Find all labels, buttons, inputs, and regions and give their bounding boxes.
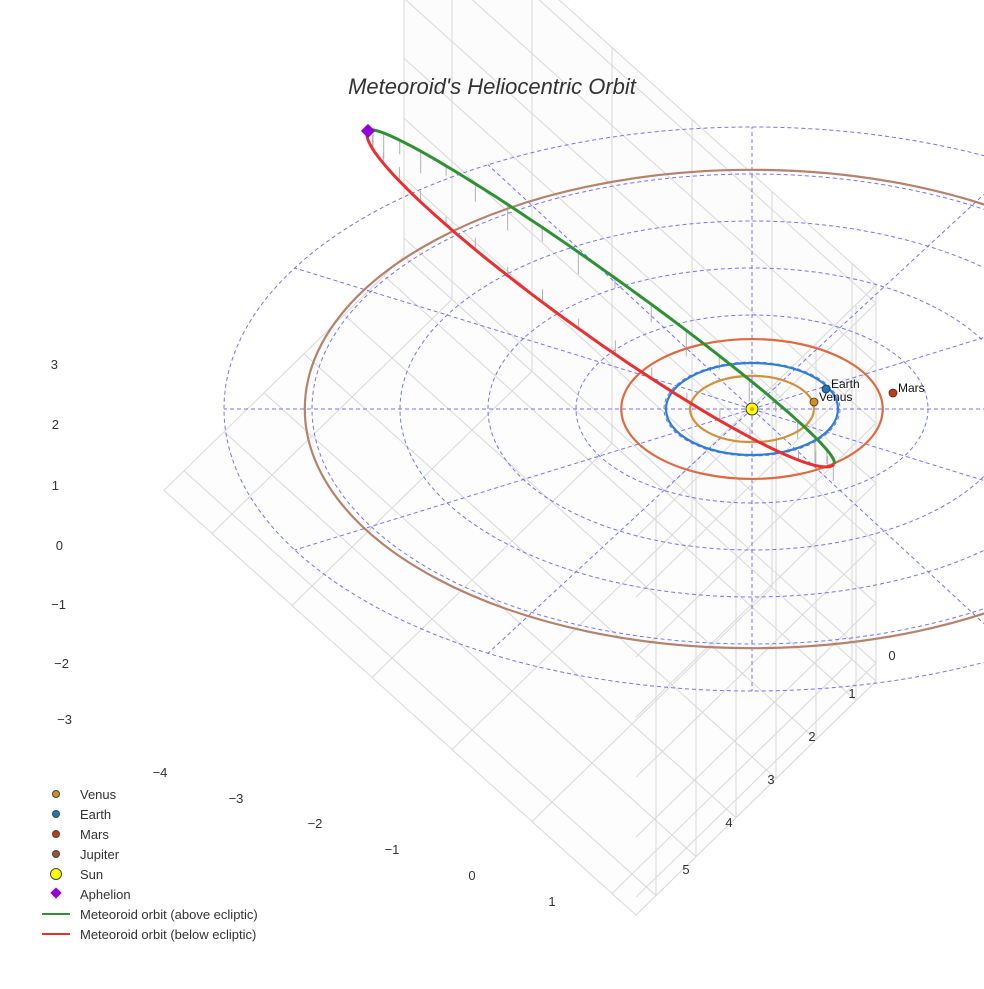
grid-line	[471, 0, 877, 364]
grid-line	[635, 542, 877, 778]
orbit-venus	[688, 374, 816, 444]
x-tick-label: −4	[153, 765, 168, 780]
y-tick-label: 0	[888, 648, 895, 663]
grid-line	[383, 275, 857, 701]
legend-swatch	[38, 844, 76, 864]
grid-line	[635, 482, 877, 718]
x-tick-label: −3	[229, 791, 244, 806]
z-tick-label: 3	[51, 357, 58, 372]
grid-line	[403, 177, 877, 604]
z-tick-label: 0	[56, 538, 63, 553]
grid-line	[635, 662, 877, 898]
x-tick-label: −1	[385, 842, 400, 857]
legend-diamond-icon	[50, 887, 62, 899]
grid-line	[371, 443, 613, 678]
y-tick-label: 5	[682, 862, 689, 877]
marker-earth	[821, 384, 831, 394]
legend-dot-icon	[50, 868, 62, 880]
legend-item: Mars	[38, 824, 258, 844]
floor-pane	[163, 255, 877, 916]
legend-label: Aphelion	[80, 886, 131, 902]
orbit-earth	[664, 361, 840, 457]
legend-item: Meteoroid orbit (above ecliptic)	[38, 904, 258, 924]
label-venus: Venus	[819, 390, 852, 404]
legend-dot-icon	[52, 830, 60, 838]
z-tick-label: 2	[52, 417, 59, 432]
grid-line	[538, 0, 877, 304]
label-earth: Earth	[831, 377, 860, 391]
meteoroid-orbit	[365, 128, 836, 469]
legend-label: Sun	[80, 866, 104, 882]
marker-mars	[888, 388, 898, 398]
legend-label: Venus	[80, 786, 117, 802]
y-tick-label: 2	[808, 729, 815, 744]
legend-label: Meteoroid orbit (above ecliptic)	[80, 906, 258, 922]
legend-item: Jupiter	[38, 844, 258, 864]
polar-spoke	[294, 267, 753, 410]
meteoroid-orbit-above	[367, 128, 836, 465]
sun-core	[750, 407, 754, 411]
axis-grid	[183, 0, 877, 898]
z-tick-label: −1	[51, 597, 66, 612]
orbit-mars	[620, 337, 884, 481]
chart-title: Meteoroid's Heliocentric Orbit	[348, 74, 636, 99]
legend-item: Earth	[38, 804, 258, 824]
polar-spoke	[751, 408, 984, 482]
z-tick-label: −3	[57, 712, 72, 727]
x-tick-label: 0	[468, 868, 475, 883]
grid-line	[263, 392, 737, 818]
legend-dot-icon	[52, 850, 60, 858]
y-tick-label: 3	[767, 772, 774, 787]
label-mars: Mars	[898, 381, 925, 395]
grid-line	[291, 371, 533, 606]
grid-line	[403, 57, 877, 484]
legend-swatch	[38, 864, 76, 884]
legend-label: Mars	[80, 826, 109, 842]
x-tick-label: −2	[308, 816, 323, 831]
grid-line	[611, 659, 853, 894]
legend-swatch	[38, 884, 76, 904]
y-tick-label: 1	[848, 686, 855, 701]
legend-item: Sun	[38, 864, 258, 884]
grid-line	[343, 314, 817, 740]
meteoroid-orbit-below	[365, 130, 836, 469]
grid-line	[211, 299, 453, 534]
tick-labels: −4 −3 −2 −1 0 1 0 1 2 3 4 5 3 2 1 0 −1 −2 −3	[51, 357, 896, 909]
legend-swatch	[38, 824, 76, 844]
z-tick-label: −2	[54, 656, 69, 671]
x-tick-label: 1	[548, 894, 555, 909]
grid-line	[303, 353, 777, 779]
legend-swatch	[38, 784, 76, 804]
legend: Venus Earth Mars Jupiter Sun Aphelion Meteoroi…	[38, 784, 258, 944]
legend-item: Aphelion	[38, 884, 258, 904]
legend-label: Earth	[80, 806, 112, 822]
legend-swatch	[38, 804, 76, 824]
grid-line	[403, 237, 877, 664]
legend-swatch	[38, 924, 76, 944]
legend-swatch	[38, 904, 76, 924]
y-tick-label: 4	[725, 815, 732, 830]
marker-venus	[809, 397, 819, 407]
legend-line-icon	[42, 913, 70, 915]
legend-dot-icon	[52, 790, 60, 798]
legend-dot-icon	[52, 810, 60, 818]
legend-item: Meteoroid orbit (below ecliptic)	[38, 924, 258, 944]
legend-line-icon	[42, 933, 70, 935]
grid-line	[635, 602, 877, 838]
legend-label: Jupiter	[80, 846, 120, 862]
grid-line	[451, 515, 693, 750]
grid-line	[635, 302, 877, 538]
grid-line	[405, 0, 877, 424]
orbit-jupiter	[303, 168, 984, 650]
z-tick-label: 1	[52, 478, 59, 493]
legend-label: Meteoroid orbit (below ecliptic)	[80, 926, 257, 942]
planet-orbits	[303, 168, 984, 650]
legend-item: Venus	[38, 784, 258, 804]
grid-line	[183, 470, 657, 896]
grid-line	[531, 587, 773, 822]
polar-spoke	[294, 408, 753, 551]
